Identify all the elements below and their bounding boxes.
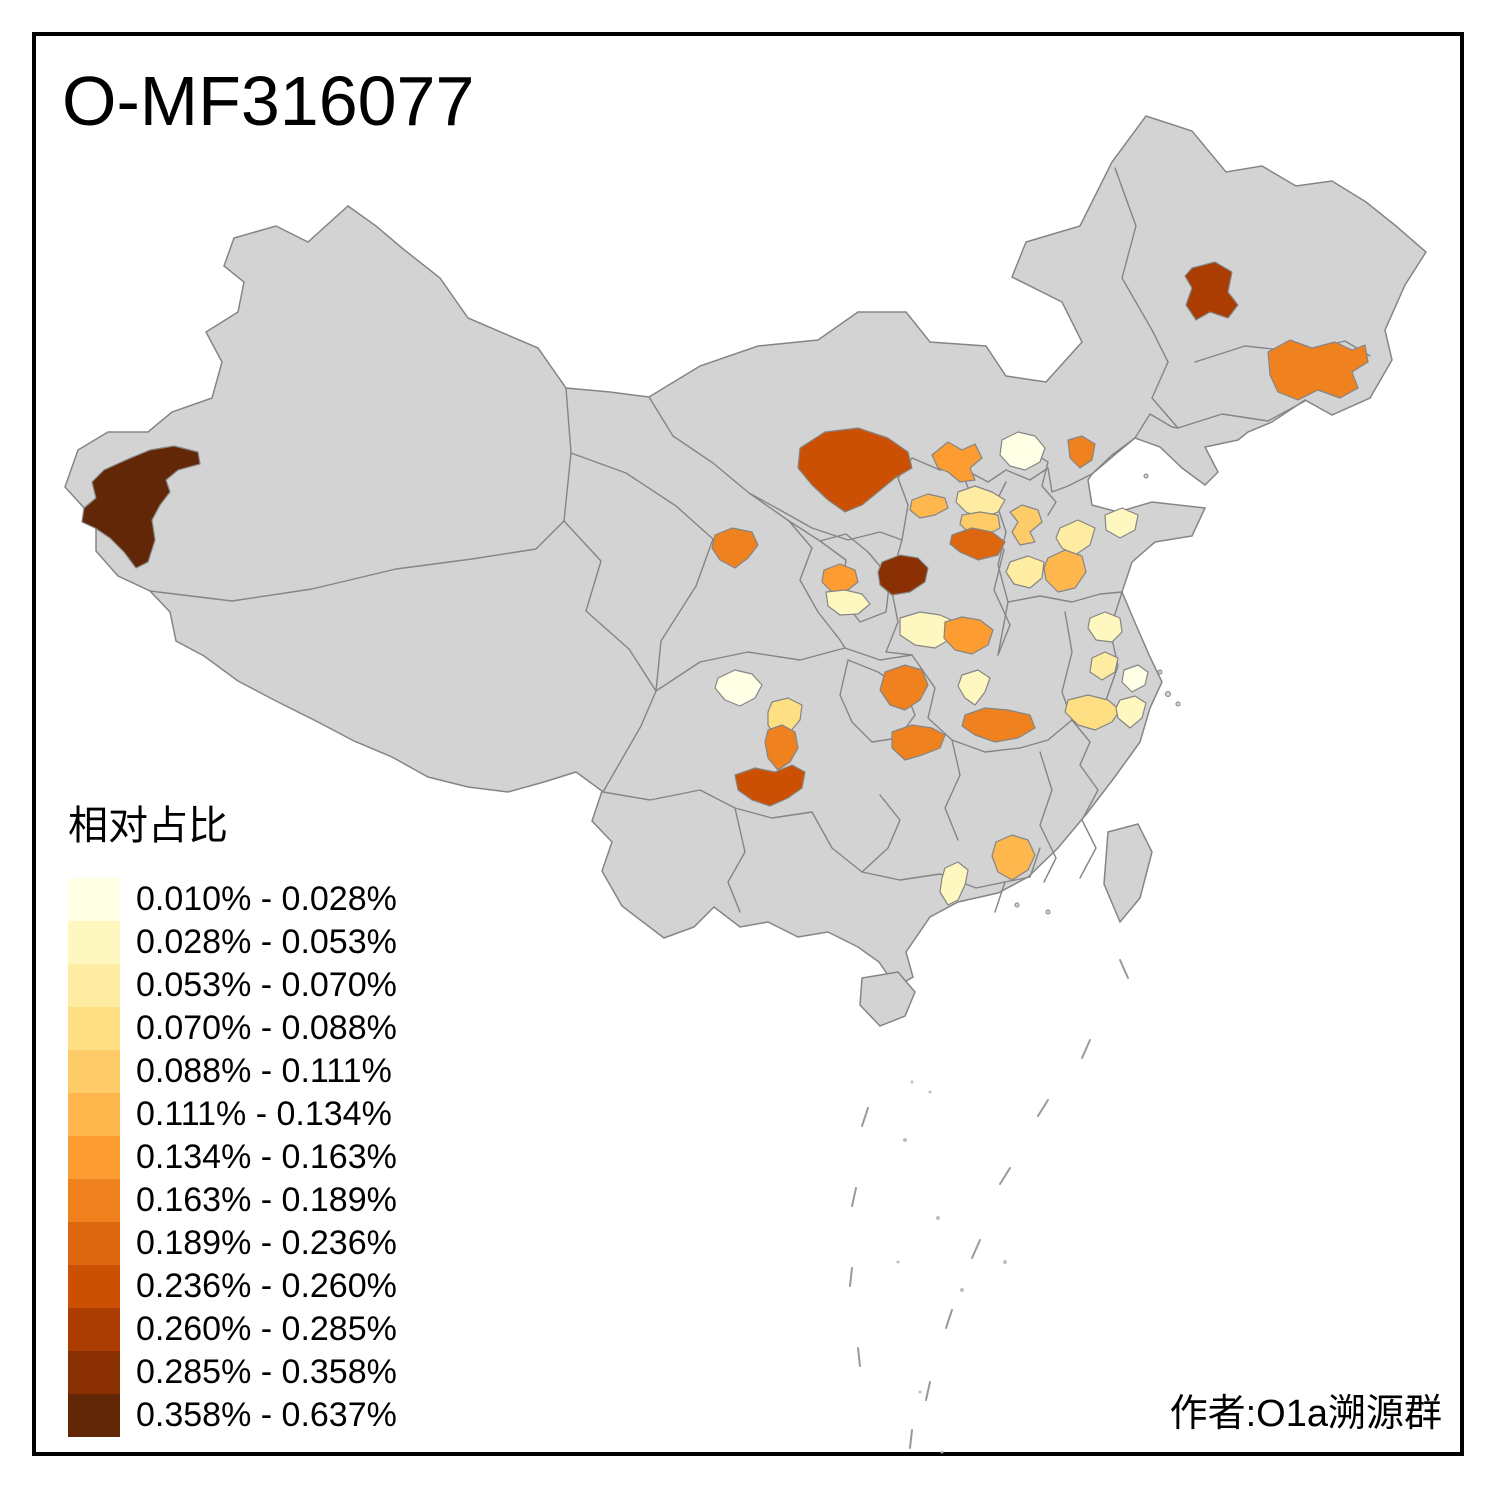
legend-label: 0.028% - 0.053% — [136, 923, 397, 961]
legend-swatch — [68, 1136, 120, 1179]
legend-swatch — [68, 1179, 120, 1222]
legend-row: 0.111% - 0.134% — [68, 1093, 397, 1136]
legend: 相对占比 0.010% - 0.028% 0.028% - 0.053% 0.0… — [68, 806, 397, 1437]
map-region-shandong-linyi — [1043, 549, 1087, 593]
province-boundaries — [149, 167, 1371, 913]
map-region-beijing — [999, 431, 1046, 471]
taiwan-island — [1103, 823, 1153, 924]
plot-frame — [32, 32, 1464, 1456]
legend-label: 0.260% - 0.285% — [136, 1310, 397, 1348]
legend-label: 0.053% - 0.070% — [136, 966, 397, 1004]
legend-label: 0.010% - 0.028% — [136, 880, 397, 918]
choropleth-regions — [81, 261, 1369, 906]
map-region-gansu-wuwei — [711, 527, 759, 569]
map-region-shaanxi-yulin — [877, 554, 929, 596]
map-region-guangxi-yulin — [939, 861, 969, 906]
legend-row: 0.189% - 0.236% — [68, 1222, 397, 1265]
legend-row: 0.236% - 0.260% — [68, 1265, 397, 1308]
map-region-hebei-zhangjiakou — [931, 441, 983, 483]
legend-label: 0.111% - 0.134% — [136, 1095, 392, 1133]
map-region-shandong-weifang — [1104, 507, 1139, 539]
map-region-heilongjiang-suihua — [1184, 261, 1239, 321]
legend-swatch — [68, 1222, 120, 1265]
page-title: O-MF316077 — [62, 62, 475, 140]
map-region-xinjiang-kashgar — [81, 445, 201, 569]
legend-row: 0.088% - 0.111% — [68, 1050, 397, 1093]
south-sea-islands — [896, 1080, 1007, 1454]
legend-row: 0.358% - 0.637% — [68, 1394, 397, 1437]
map-region-shaanxi-ankang — [879, 664, 929, 711]
legend-rows: 0.010% - 0.028% 0.028% - 0.053% 0.053% -… — [68, 878, 397, 1437]
map-region-hebei-baoding — [955, 485, 1006, 519]
map-region-jiangsu-huaian — [1087, 611, 1123, 643]
map-region-guizhou-zunyi — [734, 764, 806, 807]
map-region-shanghai — [1121, 664, 1149, 693]
legend-row: 0.053% - 0.070% — [68, 964, 397, 1007]
legend-row: 0.134% - 0.163% — [68, 1136, 397, 1179]
map-region-ningxia-wuzhong — [821, 563, 859, 593]
legend-swatch — [68, 878, 120, 921]
map-region-anhui-chuzhou — [1089, 651, 1119, 681]
map-region-shanxi-yangquan — [949, 527, 1006, 561]
legend-swatch — [68, 921, 120, 964]
map-region-shandong-jining — [1005, 555, 1045, 589]
legend-swatch — [68, 1093, 120, 1136]
legend-row: 0.163% - 0.189% — [68, 1179, 397, 1222]
map-region-shanxi-changzhi — [943, 616, 994, 655]
legend-label: 0.163% - 0.189% — [136, 1181, 397, 1219]
legend-label: 0.134% - 0.163% — [136, 1138, 397, 1176]
map-region-zhejiang-shaoxing — [1115, 695, 1147, 729]
map-region-sichuan-luzhou — [764, 724, 799, 771]
map-region-shandong-zibo — [1055, 519, 1096, 556]
legend-swatch — [68, 1351, 120, 1394]
legend-label: 0.088% - 0.111% — [136, 1052, 392, 1090]
legend-swatch — [68, 1050, 120, 1093]
hainan-island — [859, 971, 916, 1027]
legend-swatch — [68, 1265, 120, 1308]
map-region-guangdong-heyuan — [991, 834, 1036, 881]
map-region-sichuan-chengdu — [714, 669, 763, 707]
map-region-jilin-yanbian — [1267, 339, 1369, 401]
legend-row: 0.285% - 0.358% — [68, 1351, 397, 1394]
legend-row: 0.070% - 0.088% — [68, 1007, 397, 1050]
legend-label: 0.358% - 0.637% — [136, 1396, 397, 1434]
legend-label: 0.285% - 0.358% — [136, 1353, 397, 1391]
legend-label: 0.236% - 0.260% — [136, 1267, 397, 1305]
map-region-hebei-tangshan — [1067, 435, 1096, 469]
map-region-ningxia-zhongwei — [825, 589, 871, 616]
map-region-hubei-xiangyang — [961, 707, 1036, 743]
legend-swatch — [68, 1394, 120, 1437]
legend-row: 0.010% - 0.028% — [68, 878, 397, 921]
legend-row: 0.260% - 0.285% — [68, 1308, 397, 1351]
map-region-shanxi-xinzhou — [909, 493, 949, 519]
map-region-neimenggu-bayannur — [797, 427, 913, 513]
map-region-shandong-jinan — [1009, 504, 1043, 546]
nine-dash-line — [849, 959, 1129, 1449]
legend-title: 相对占比 — [68, 804, 228, 848]
legend-label: 0.070% - 0.088% — [136, 1009, 397, 1047]
coastal-islets — [1014, 473, 1181, 915]
legend-swatch — [68, 964, 120, 1007]
legend-swatch — [68, 1308, 120, 1351]
legend-label: 0.189% - 0.236% — [136, 1224, 397, 1262]
map-region-hunan-huaihua — [891, 724, 946, 761]
author-credit: 作者:O1a溯源群 — [1169, 1393, 1442, 1435]
map-region-anhui-anqing — [1064, 694, 1121, 731]
map-region-hubei-shennongjia — [957, 669, 991, 706]
legend-swatch — [68, 1007, 120, 1050]
legend-row: 0.028% - 0.053% — [68, 921, 397, 964]
